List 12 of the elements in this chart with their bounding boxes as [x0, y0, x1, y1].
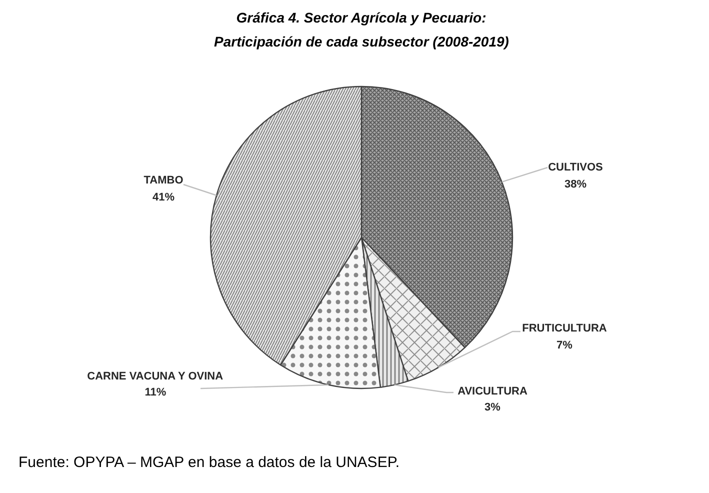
source-note: Fuente: OPYPA – MGAP en base a datos de la UNASEP.	[18, 454, 400, 471]
chart-title: Gráfica 4. Sector Agrícola y Pecuario: Participación de cada subsector (2008-2019)	[214, 10, 510, 50]
slice-label: FRUTICULTURA	[522, 322, 607, 334]
slice-label: CULTIVOS	[548, 162, 603, 174]
data-label: 7%	[556, 340, 573, 352]
data-label: 11%	[144, 386, 166, 398]
data-label: 3%	[484, 402, 501, 414]
slice-label: TAMBO	[144, 174, 184, 186]
slice-label: CARNE VACUNA Y OVINA	[87, 370, 224, 382]
data-label: 38%	[564, 178, 587, 190]
slice-label: AVICULTURA	[458, 386, 528, 398]
data-label: 41%	[152, 192, 175, 204]
